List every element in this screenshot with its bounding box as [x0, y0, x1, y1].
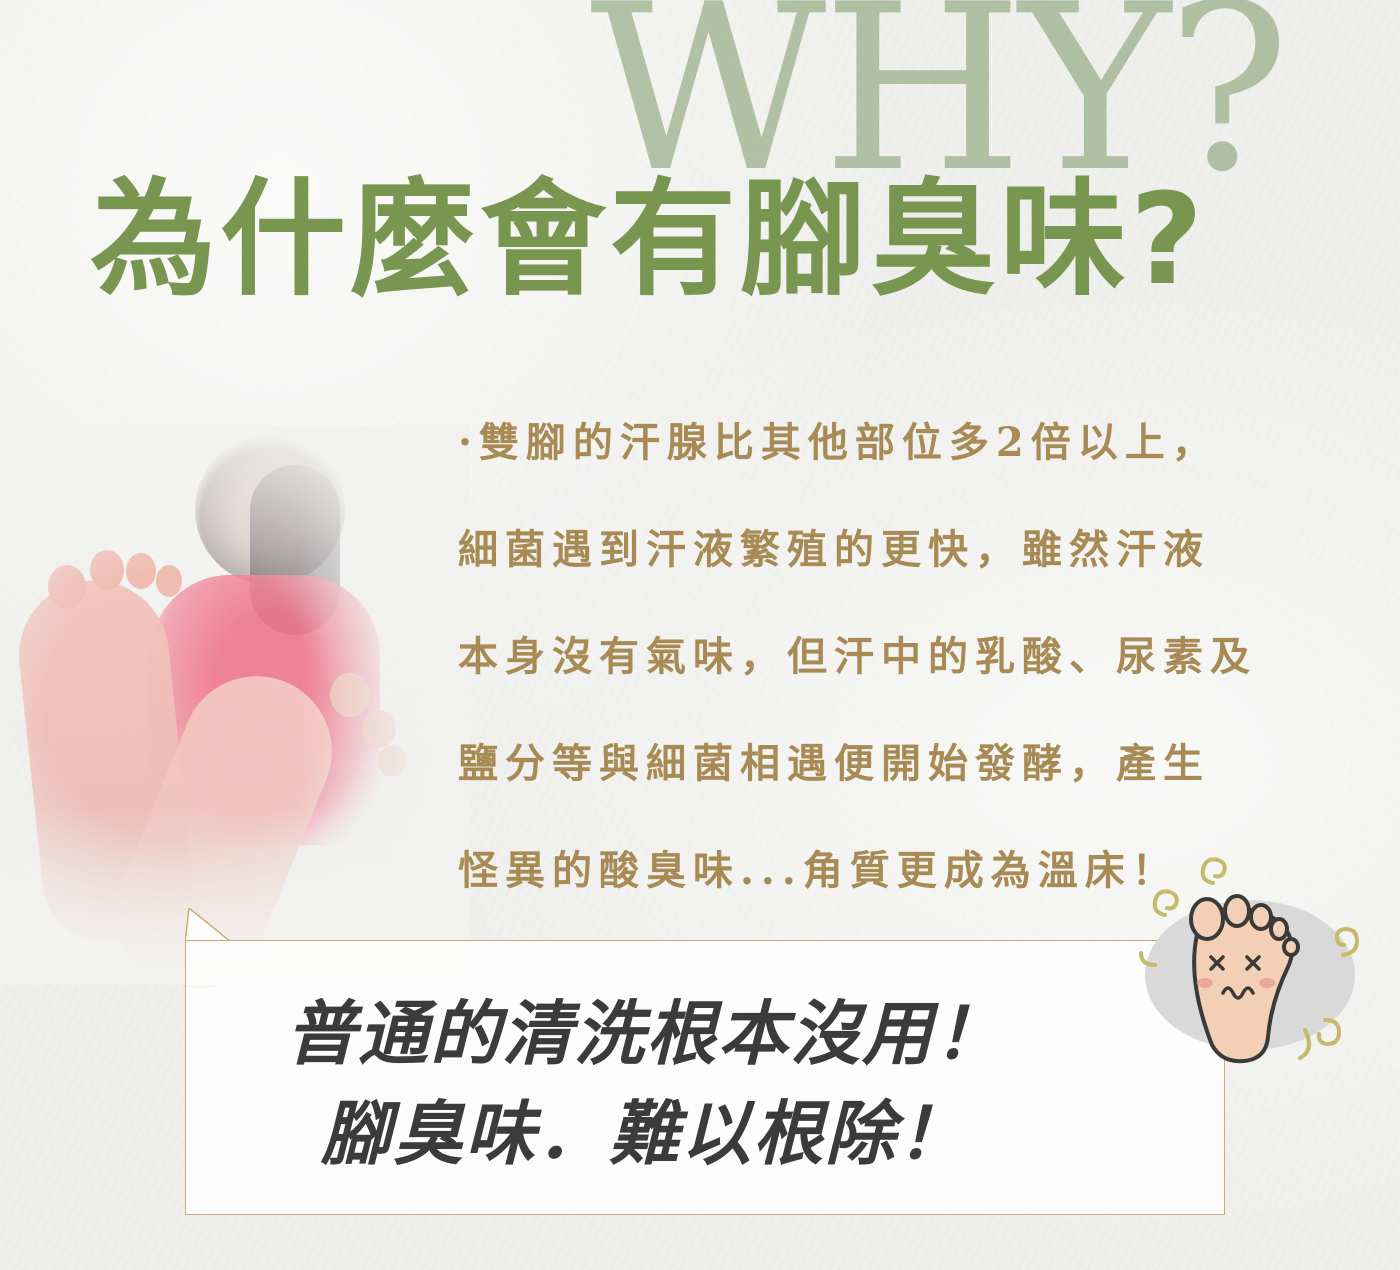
- callout-tail: [185, 908, 233, 942]
- page-title: 為什麼會有腳臭味?: [90, 166, 1208, 313]
- paragraph-line: 鹽分等與細菌相遇便開始發酵，產生: [458, 740, 1210, 787]
- paragraph-line: 怪異的酸臭味...角質更成為溫床！: [458, 847, 1179, 894]
- feet-photo: [0, 425, 470, 1007]
- photo-haze: [0, 425, 470, 985]
- callout-line-1: 普通的清洗根本沒用！: [286, 992, 1006, 1075]
- explanation-paragraph: ·雙腳的汗腺比其他部位多2倍以上， 細菌遇到汗液繁殖的更快，雖然汗液 本身沒有氣…: [458, 408, 1338, 943]
- why-watermark: WHY?: [590, 0, 1290, 223]
- paragraph-line: 本身沒有氣味，但汗中的乳酸、尿素及: [458, 633, 1257, 680]
- paragraph-line: 細菌遇到汗液繁殖的更快，雖然汗液: [458, 526, 1210, 573]
- smelly-foot-icon: [1139, 857, 1360, 1064]
- paragraph-line: ·雙腳的汗腺比其他部位多2倍以上，: [458, 419, 1219, 466]
- callout-line-2: 腳臭味．難以根除！: [321, 1092, 969, 1175]
- callout-box: 普通的清洗根本沒用！ 腳臭味．難以根除！: [185, 940, 1225, 1215]
